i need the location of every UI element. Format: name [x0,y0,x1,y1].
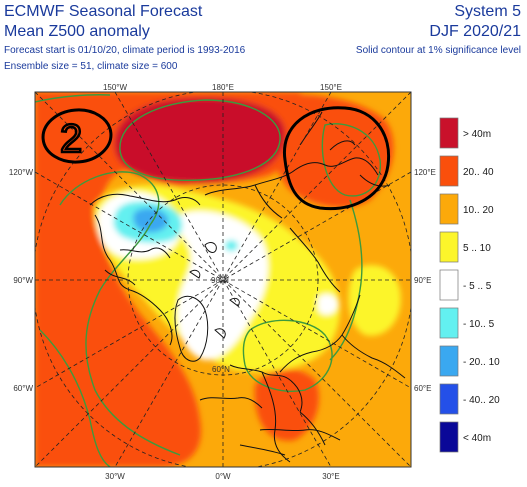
legend-label: - 5 .. 5 [463,281,492,292]
system-label: System 5 [454,3,521,20]
lat-label-60n: 60°N [212,365,230,374]
field-gt40-pacific [114,97,286,183]
legend-label: - 10.. 5 [463,319,495,330]
left-label-60w: 60°W [13,384,33,393]
coast-north-america [89,193,201,346]
legend-swatch [439,307,459,339]
top-label-150e: 150°E [320,83,342,92]
field-m20-10-canada [133,208,169,233]
annotation-number: 2 [60,117,82,161]
contour-asia [329,199,363,361]
coast-africa-med [239,428,341,456]
legend-swatch [439,193,459,225]
coast-siberia [204,157,379,293]
meridian-135 [35,92,411,467]
annotation-circle-number [41,108,113,164]
meridian-150e-30w [114,92,332,467]
left-label-90w: 90°W [13,276,33,285]
top-label-150w: 150°W [103,83,128,92]
color-legend: > 40m 20.. 40 10.. 20 5 .. 10 - 5 .. 5 - 10..… [439,117,500,453]
bottom-label-30w: 30°W [105,472,125,481]
legend-swatch [439,117,459,149]
season-label: DJF 2020/21 [429,23,521,40]
legend-swatch [439,155,459,187]
significance-note: Solid contour at 1% significance level [355,45,521,56]
coastlines [89,111,406,463]
legend-label: 5 .. 10 [463,243,491,254]
coast-greenland [174,295,209,362]
forecast-title: ECMWF Seasonal Forecast [4,3,203,20]
legend-label: - 20.. 10 [463,357,500,368]
variable-title: Mean Z500 anomaly [4,23,150,40]
legend-swatch [439,345,459,377]
annotation-ellipse-east [282,106,391,211]
ensemble-size-info: Ensemble size = 51, climate size = 600 [4,61,178,72]
legend-label: 10.. 20 [463,205,494,216]
contour-west [59,171,181,456]
lat-label-90n: 90°N [211,276,229,285]
forecast-start-info: Forecast start is 01/10/20, climate peri… [4,45,246,56]
field-neutral-pole [176,211,269,360]
frame-labels: 150°W 180°E 150°E 30°W 0°W 30°E 120°W 90… [9,83,436,481]
legend-swatch [439,383,459,415]
meridian-150w-30e [114,92,332,467]
bottom-label-30e: 30°E [322,472,339,481]
bottom-label-0w: 0°W [215,472,231,481]
contour-north-edge [35,94,111,103]
field-20-40-europe [254,369,319,441]
contour-sw [39,329,111,467]
hand-annotations [41,106,391,211]
right-label-90e: 90°E [414,276,431,285]
coast-mediterranean [199,397,263,409]
anomaly-field: 2 90°N 60°N [35,92,411,467]
legend-label: 20.. 40 [463,167,494,178]
legend-label: < 40m [463,433,491,444]
meridian-120w-60e [35,171,411,389]
right-label-60e: 60°E [414,384,431,393]
legend-swatch [439,269,459,301]
map-frame [34,91,412,468]
coast-arctic-islands [189,242,240,339]
field-20-40-west [35,92,304,467]
field-20-40-east [270,94,394,208]
top-label-180e: 180°E [212,83,234,92]
field-neutral-east [318,294,338,315]
legend-swatch [439,231,459,263]
meridian-45 [35,92,411,467]
legend-label: > 40m [463,129,491,140]
left-label-120w: 120°W [9,168,34,177]
right-label-120e: 120°E [414,168,436,177]
contour-europe [242,319,333,392]
legend-label: - 40.. 20 [463,395,500,406]
legend-swatch [439,421,459,453]
field-m10-5-small [225,240,238,252]
